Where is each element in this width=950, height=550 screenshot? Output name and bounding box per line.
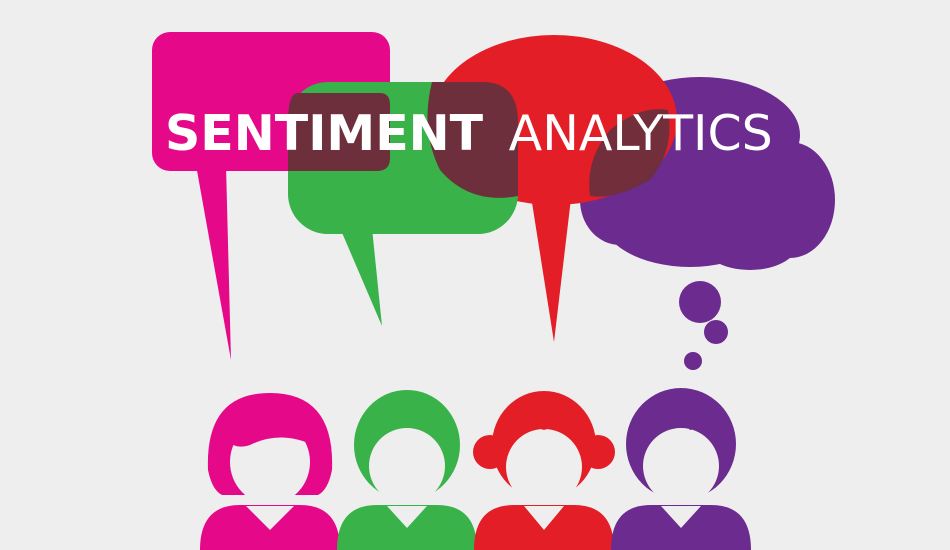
red-bubble-tail	[530, 190, 572, 342]
red-person	[473, 391, 615, 550]
purple-person	[611, 388, 751, 550]
title: SENTIMENT ANALYTICS	[165, 105, 773, 162]
red-person-collar	[524, 506, 564, 530]
purple-person-hair	[634, 395, 728, 455]
title-light: ANALYTICS	[509, 105, 773, 162]
purple-person-face	[643, 428, 719, 504]
title-bold: SENTIMENT	[165, 105, 484, 162]
magenta-person	[200, 393, 340, 550]
green-person-hair	[362, 398, 450, 450]
red-person-bangs	[500, 398, 588, 450]
red-person-face	[506, 429, 582, 505]
magenta-person-collar	[246, 506, 294, 530]
green-person-face	[369, 428, 445, 504]
green-person-collar	[387, 506, 427, 528]
thought-dot-large	[679, 281, 721, 323]
green-person	[337, 390, 477, 550]
purple-person-collar	[661, 506, 701, 528]
magenta-person-bangs	[228, 410, 313, 447]
green-bubble-tail	[340, 228, 382, 326]
magenta-bubble-tail	[196, 165, 231, 360]
thought-dot-small	[684, 352, 702, 370]
bubble-overlap-regions	[288, 82, 670, 198]
thought-dot-medium	[704, 320, 728, 344]
